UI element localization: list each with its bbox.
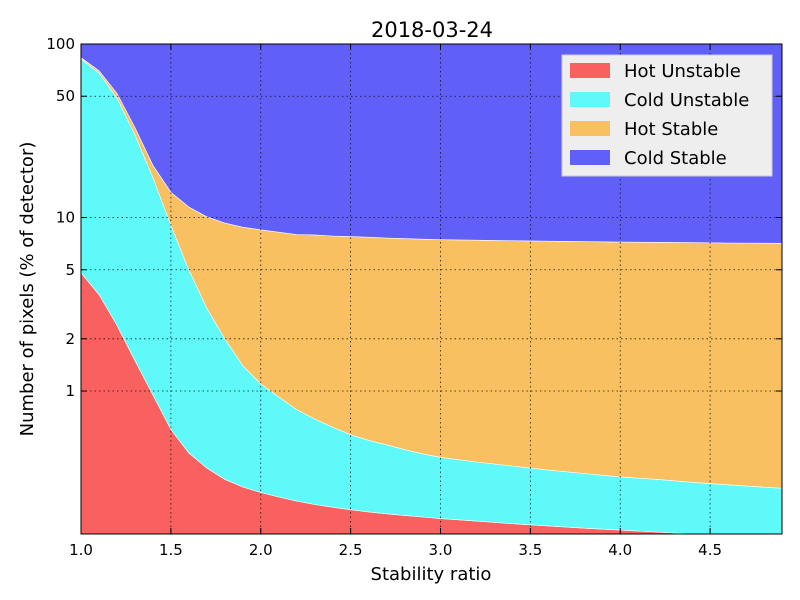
y-tick-label: 50 (56, 87, 75, 105)
y-tick-label: 2 (65, 330, 75, 348)
legend-label: Hot Unstable (624, 61, 741, 82)
y-axis-title: Number of pixels (% of detector) (17, 142, 38, 437)
y-tick-label: 100 (46, 35, 75, 53)
legend: Hot Unstable Cold Unstable Hot Stable Cold … (561, 54, 773, 177)
y-tick-label: 1 (65, 382, 75, 400)
plot-frame (80, 43, 783, 535)
legend-swatch (570, 150, 610, 165)
legend-label: Cold Stable (624, 148, 727, 169)
legend-label: Cold Unstable (624, 90, 749, 111)
y-tick-label: 10 (56, 209, 75, 227)
x-tick-label: 3.0 (429, 541, 453, 559)
x-tick-label: 1.0 (69, 541, 93, 559)
x-axis-title: Stability ratio (371, 564, 492, 585)
x-tick-label: 4.5 (698, 541, 722, 559)
legend-swatch (570, 63, 610, 78)
x-axis-ticks: 1.0 1.5 2.0 2.5 3.0 3.5 4.0 4.5 (69, 44, 722, 559)
y-axis-ticks: 1 2 5 10 50 100 (46, 35, 782, 400)
x-tick-label: 2.0 (249, 541, 273, 559)
x-tick-label: 3.5 (518, 541, 542, 559)
x-tick-label: 1.5 (159, 541, 183, 559)
x-tick-label: 2.5 (339, 541, 363, 559)
legend-swatch (570, 121, 610, 136)
chart-title: 2018-03-24 (371, 18, 493, 42)
legend-swatch (570, 92, 610, 107)
y-tick-label: 5 (65, 261, 75, 279)
legend-label: Hot Stable (624, 119, 718, 140)
x-tick-label: 4.0 (608, 541, 632, 559)
